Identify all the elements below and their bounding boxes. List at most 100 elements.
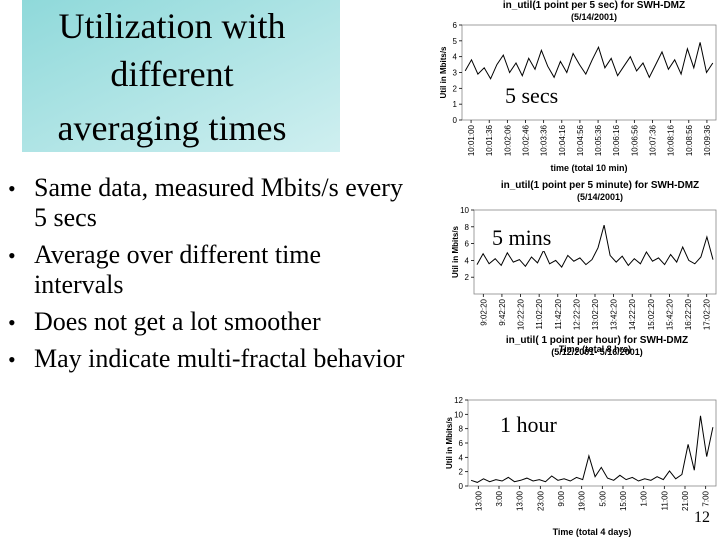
data-line: [470, 415, 714, 483]
x-tick-label: 5:00: [598, 490, 607, 506]
y-tick-label: 6: [465, 240, 470, 249]
x-tick-label: 13:00: [516, 490, 525, 511]
y-tick-label: 0: [453, 116, 458, 125]
y-tick-label: 4: [459, 453, 464, 462]
x-tick-label: 3:00: [495, 490, 504, 506]
y-tick-label: 5: [453, 37, 458, 46]
bullet-dot: •: [8, 347, 16, 372]
overlay-bg: [496, 412, 574, 438]
x-tick-label: 15:00: [619, 490, 628, 511]
x-tick-label: 7:00: [702, 490, 711, 506]
overlay-label: 5 mins: [492, 225, 551, 250]
plot-frame: [461, 24, 717, 121]
charts: in_util(1 point per 5 sec) for SWH-DMZ(5…: [439, 0, 717, 537]
plot-frame: [473, 209, 717, 295]
title-line: averaging times: [58, 108, 287, 148]
overlay-bg: [501, 83, 579, 109]
y-tick-label: 10: [460, 206, 469, 215]
y-tick-label: 2: [459, 468, 464, 477]
y-tick-label: 4: [465, 256, 470, 265]
x-axis-label: Time (total 8 hrs): [559, 344, 631, 354]
bullet-line: Does not get a lot smoother: [34, 307, 321, 336]
x-tick-label: 10:01:00: [467, 124, 476, 156]
x-tick-label: 16:22:20: [684, 298, 693, 330]
x-tick-label: 10:09:36: [703, 124, 712, 156]
bullet-dot: •: [8, 243, 16, 268]
chart-subtitle: (5/12/2001- 5/16/2001): [551, 347, 643, 357]
bullet-line: Same data, measured Mbits/s every: [34, 173, 403, 202]
x-tick-label: 10:04:56: [576, 124, 585, 156]
chart-subtitle: (5/14/2001): [577, 192, 623, 202]
x-tick-label: 23:00: [536, 490, 545, 511]
data-line: [476, 224, 714, 268]
y-tick-label: 6: [459, 439, 464, 448]
x-tick-label: 10:02:46: [522, 124, 531, 156]
y-tick-label: 3: [453, 69, 458, 78]
x-tick-label: 10:05:36: [594, 124, 603, 156]
x-tick-label: 10:22:20: [517, 298, 526, 330]
x-tick-label: 10:08:16: [667, 124, 676, 156]
y-tick-label: 4: [453, 53, 458, 62]
x-tick-label: 10:02:06: [503, 124, 512, 156]
x-tick-label: 10:04:16: [558, 124, 567, 156]
y-tick-label: 6: [453, 21, 458, 30]
bullet-line: Average over different time: [34, 240, 321, 269]
line-chart: in_util( 1 point per hour) for SWH-DMZ(5…: [445, 335, 717, 537]
x-tick-label: 10:06:16: [612, 124, 621, 156]
chart-title: in_util( 1 point per hour) for SWH-DMZ: [506, 335, 688, 346]
bullet-list: • Same data, measured Mbits/s every 5 secs…: [8, 173, 405, 373]
y-axis-label: Util in Mbits/s: [451, 225, 460, 278]
chart-title: in_util(1 point per 5 sec) for SWH-DMZ: [503, 0, 685, 11]
x-tick-label: 13:00: [474, 490, 483, 511]
y-tick-label: 8: [465, 223, 470, 232]
x-tick-label: 15:42:20: [665, 298, 674, 330]
x-tick-label: 10:07:36: [649, 124, 658, 156]
line-chart: in_util(1 point per 5 sec) for SWH-DMZ(5…: [439, 0, 717, 173]
line-chart: in_util(1 point per 5 minute) for SWH-DM…: [451, 180, 717, 354]
x-tick-label: 14:22:20: [628, 298, 637, 330]
x-tick-label: 21:00: [681, 490, 690, 511]
x-tick-label: 19:00: [578, 490, 587, 511]
x-tick-label: 13:02:20: [591, 298, 600, 330]
overlay-label: 5 secs: [505, 83, 558, 108]
x-tick-label: 9:02:20: [479, 298, 488, 325]
x-tick-label: 10:08:56: [685, 124, 694, 156]
y-tick-label: 2: [465, 273, 470, 282]
page-number: 12: [694, 509, 710, 526]
y-tick-label: 1: [453, 100, 458, 109]
overlay-label: 1 hour: [500, 412, 558, 437]
y-tick-label: 12: [454, 396, 463, 405]
x-tick-label: 11:42:20: [554, 298, 563, 329]
y-axis-label: Util in Mbits/s: [439, 46, 448, 99]
x-tick-label: 12:22:20: [572, 298, 581, 330]
x-tick-label: 9:42:20: [498, 298, 507, 325]
bullet-text: Same data, measured Mbits/s every 5 secs: [34, 173, 403, 232]
x-tick-label: 10:03:36: [540, 124, 549, 156]
bullet-dot: •: [8, 176, 16, 201]
chart-subtitle: (5/14/2001): [571, 12, 617, 22]
x-tick-label: 10:01:36: [485, 124, 494, 156]
title-line: Utilization with: [59, 6, 286, 46]
chart-title: in_util(1 point per 5 minute) for SWH-DM…: [501, 180, 699, 191]
x-tick-label: 9:00: [557, 490, 566, 506]
bullet-line: May indicate multi-fractal behavior: [34, 344, 405, 373]
y-tick-label: 2: [453, 84, 458, 93]
bullet-text: Average over different time intervals: [34, 240, 321, 299]
y-tick-label: 8: [459, 425, 464, 434]
x-tick-label: 1:00: [640, 490, 649, 506]
y-axis-label: Util in Mbits/s: [445, 416, 454, 469]
title-line: different: [110, 54, 233, 94]
bullet-text: Does not get a lot smoother: [34, 307, 321, 336]
x-tick-label: 15:02:20: [647, 298, 656, 330]
y-tick-label: 0: [459, 482, 464, 491]
bullet-line: intervals: [34, 270, 124, 299]
x-tick-label: 13:42:20: [610, 298, 619, 330]
x-tick-label: 11:00: [660, 490, 669, 510]
bullet-text: May indicate multi-fractal behavior: [34, 344, 405, 373]
bullet-line: 5 secs: [34, 203, 97, 232]
data-line: [464, 42, 714, 80]
x-tick-label: 11:02:20: [535, 298, 544, 329]
x-axis-label: Time (total 4 days): [553, 527, 632, 537]
